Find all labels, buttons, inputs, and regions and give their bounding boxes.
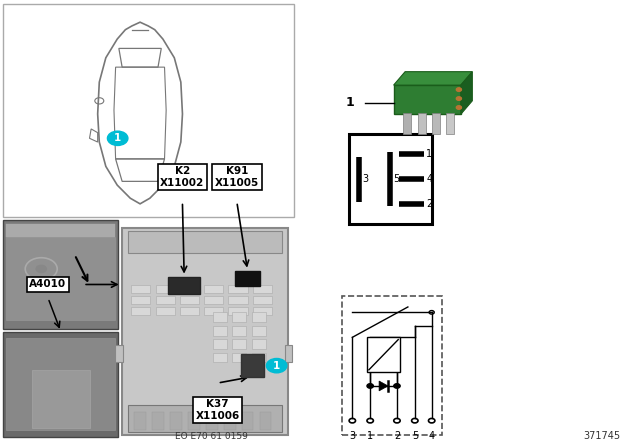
Circle shape <box>456 97 461 100</box>
Bar <box>394 85 461 114</box>
Bar <box>6 338 115 430</box>
Bar <box>253 307 272 315</box>
Polygon shape <box>379 381 388 391</box>
Bar <box>32 370 90 428</box>
Bar <box>3 220 118 329</box>
Bar <box>432 113 440 134</box>
Bar <box>349 134 432 224</box>
Bar <box>156 284 175 293</box>
Text: 3: 3 <box>349 431 355 440</box>
Bar <box>188 412 200 430</box>
Text: 1: 1 <box>114 134 122 143</box>
Bar <box>170 412 182 430</box>
Bar <box>204 307 223 315</box>
Bar <box>131 307 150 315</box>
Bar <box>228 307 248 315</box>
Bar <box>156 307 175 315</box>
Bar <box>206 412 218 430</box>
Text: 371745: 371745 <box>584 431 621 441</box>
Bar <box>156 296 175 304</box>
Bar <box>3 332 118 437</box>
Bar <box>446 113 454 134</box>
Circle shape <box>266 358 287 373</box>
Text: 5: 5 <box>394 174 400 184</box>
Polygon shape <box>461 72 472 114</box>
Bar <box>242 412 253 430</box>
Text: K37
X11006: K37 X11006 <box>195 399 240 421</box>
Bar <box>228 296 248 304</box>
Bar <box>252 326 266 336</box>
Bar <box>152 412 164 430</box>
Bar <box>232 312 246 322</box>
Bar <box>213 353 227 362</box>
Bar <box>213 326 227 336</box>
Circle shape <box>456 106 461 109</box>
Text: 1: 1 <box>273 361 280 370</box>
Text: 4: 4 <box>429 431 435 440</box>
Bar <box>180 284 199 293</box>
Circle shape <box>456 88 461 91</box>
Bar <box>232 353 246 362</box>
Bar <box>252 353 266 362</box>
Circle shape <box>108 131 128 146</box>
Text: 5: 5 <box>412 431 418 440</box>
Bar <box>342 296 442 435</box>
Text: 3: 3 <box>363 174 369 184</box>
Bar <box>418 113 426 134</box>
Circle shape <box>36 265 46 272</box>
Bar <box>122 228 288 435</box>
Bar <box>6 224 115 237</box>
Bar <box>232 326 246 336</box>
Polygon shape <box>394 72 472 85</box>
Bar <box>131 296 150 304</box>
Circle shape <box>394 383 400 388</box>
Text: 4: 4 <box>426 174 432 184</box>
Circle shape <box>367 383 373 388</box>
Bar <box>213 312 227 322</box>
Text: 2: 2 <box>394 431 400 440</box>
Bar <box>252 339 266 349</box>
Text: EO E70 61 0159: EO E70 61 0159 <box>175 432 248 441</box>
Text: 1: 1 <box>346 96 355 109</box>
Bar <box>115 345 123 362</box>
Text: 1: 1 <box>426 149 432 159</box>
Bar <box>235 271 260 286</box>
Bar <box>204 284 223 293</box>
Bar <box>260 412 271 430</box>
Bar <box>213 339 227 349</box>
Text: K91
X11005: K91 X11005 <box>214 166 259 188</box>
Bar <box>180 296 199 304</box>
Text: 2: 2 <box>426 199 433 209</box>
Bar <box>3 4 294 217</box>
Bar <box>367 337 400 372</box>
Text: A4010: A4010 <box>29 280 67 289</box>
Bar <box>232 339 246 349</box>
Text: 1: 1 <box>367 431 373 440</box>
Bar <box>168 276 200 294</box>
Bar <box>131 284 150 293</box>
Bar <box>252 312 266 322</box>
Bar <box>134 412 146 430</box>
Text: K2
X11002: K2 X11002 <box>160 166 205 188</box>
Bar <box>180 307 199 315</box>
Bar <box>241 354 264 377</box>
Bar <box>224 412 236 430</box>
Bar <box>6 237 115 320</box>
Bar <box>228 284 248 293</box>
Bar <box>128 231 282 253</box>
Bar <box>204 296 223 304</box>
Bar <box>403 113 411 134</box>
Bar <box>128 405 282 432</box>
Bar <box>285 345 292 362</box>
Bar <box>253 296 272 304</box>
Bar <box>253 284 272 293</box>
